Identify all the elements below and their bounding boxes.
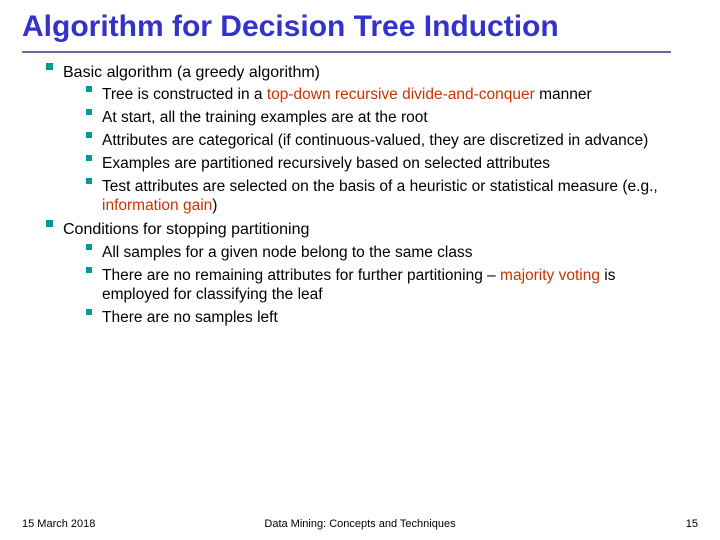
bullet-l2: There are no remaining attributes for fu… [86,267,686,305]
text-run: There are no remaining attributes for fu… [102,267,500,284]
square-bullet-icon [86,309,92,315]
bullet-l2: At start, all the training examples are … [86,109,686,128]
square-bullet-icon [86,86,92,92]
bullet-l1: Conditions for stopping partitioning [46,220,686,240]
bullet-text: Test attributes are selected on the basi… [102,178,686,216]
square-bullet-icon [86,178,92,184]
square-bullet-icon [86,109,92,115]
slide-footer: 15 March 2018 Data Mining: Concepts and … [22,518,698,530]
bullet-text: There are no samples left [102,309,686,328]
bullet-l2: Attributes are categorical (if continuou… [86,132,686,151]
bullet-l1: Basic algorithm (a greedy algorithm) [46,63,686,83]
bullet-l2: There are no samples left [86,309,686,328]
bullet-text: All samples for a given node belong to t… [102,244,686,263]
highlight-text: information gain [102,197,212,214]
bullet-text: At start, all the training examples are … [102,109,686,128]
square-bullet-icon [86,155,92,161]
bullet-text: There are no remaining attributes for fu… [102,267,686,305]
square-bullet-icon [86,132,92,138]
bullet-text: Examples are partitioned recursively bas… [102,155,686,174]
bullet-l2: Examples are partitioned recursively bas… [86,155,686,174]
slide: Algorithm for Decision Tree Induction Ba… [0,0,720,540]
bullet-l2: Tree is constructed in a top-down recurs… [86,86,686,105]
slide-body: Basic algorithm (a greedy algorithm) Tre… [22,63,698,328]
highlight-text: majority voting [500,267,600,284]
highlight-text: top-down recursive divide-and-conquer [267,86,535,103]
square-bullet-icon [46,63,53,70]
bullet-text: Tree is constructed in a top-down recurs… [102,86,686,105]
slide-title: Algorithm for Decision Tree Induction [22,10,698,45]
text-run: ) [212,197,217,214]
square-bullet-icon [86,267,92,273]
text-run: Tree is constructed in a [102,86,267,103]
footer-title: Data Mining: Concepts and Techniques [22,518,698,530]
title-rule [22,51,671,53]
square-bullet-icon [86,244,92,250]
bullet-text: Basic algorithm (a greedy algorithm) [63,63,686,83]
text-run: manner [535,86,592,103]
square-bullet-icon [46,220,53,227]
bullet-text: Conditions for stopping partitioning [63,220,686,240]
bullet-l2: All samples for a given node belong to t… [86,244,686,263]
text-run: Test attributes are selected on the basi… [102,178,658,195]
bullet-text: Attributes are categorical (if continuou… [102,132,686,151]
bullet-l2: Test attributes are selected on the basi… [86,178,686,216]
